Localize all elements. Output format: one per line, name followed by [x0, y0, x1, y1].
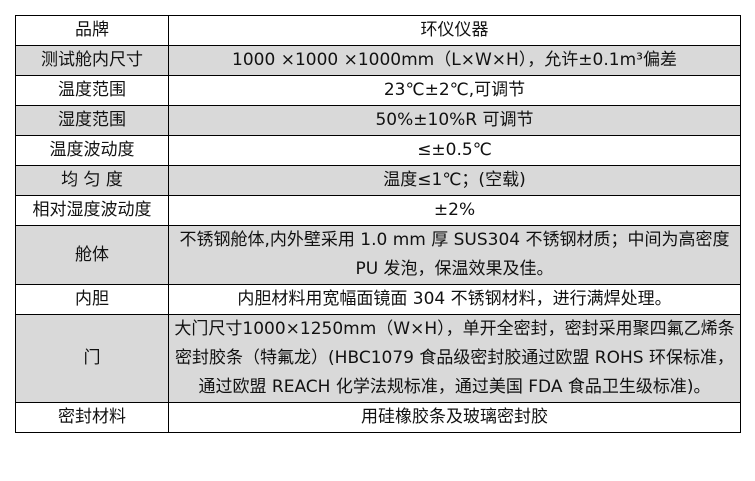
table-row: 温度波动度 ≤±0.5℃ [15, 135, 741, 166]
row-label: 门 [15, 314, 169, 403]
table-row: 均 匀 度温度≤1℃；(空载) [15, 165, 741, 196]
row-label: 温度波动度 [15, 135, 169, 166]
row-value: 环仪仪器 [168, 15, 741, 46]
row-label: 内胆 [15, 284, 169, 315]
table-row: 内胆 内胆材料用宽幅面镜面 304 不锈钢材料，进行满焊处理。 [15, 284, 741, 315]
row-label: 舱体 [15, 225, 169, 285]
table-row: 品牌 环仪仪器 [15, 15, 741, 46]
row-label: 湿度范围 [15, 105, 169, 136]
row-value: 1000 ×1000 ×1000mm（L×W×H），允许±0.1m³偏差 [168, 45, 741, 76]
row-label: 均 匀 度 [15, 165, 169, 196]
table-row: 湿度范围 50%±10%R 可调节 [15, 105, 741, 136]
row-value: 不锈钢舱体,内外壁采用 1.0 mm 厚 SUS304 不锈钢材质；中间为高密度… [168, 225, 741, 285]
row-value: ≤±0.5℃ [168, 135, 741, 166]
row-label: 相对湿度波动度 [15, 195, 169, 226]
table-row: 温度范围 23℃±2℃,可调节 [15, 75, 741, 106]
row-label: 温度范围 [15, 75, 169, 106]
row-label: 品牌 [15, 15, 169, 46]
spec-table: 品牌 环仪仪器 测试舱内尺寸 1000 ×1000 ×1000mm（L×W×H），允许… [15, 15, 741, 433]
table-row: 舱体 不锈钢舱体,内外壁采用 1.0 mm 厚 SUS304 不锈钢材质；中间为高… [15, 225, 741, 285]
row-value: 大门尺寸1000×1250mm（W×H），单开全密封，密封采用聚四氟乙烯条密封胶… [168, 314, 741, 403]
row-label: 密封材料 [15, 402, 169, 433]
row-value: 23℃±2℃,可调节 [168, 75, 741, 106]
table-row: 测试舱内尺寸 1000 ×1000 ×1000mm（L×W×H），允许±0.1m³… [15, 45, 741, 76]
row-value: 内胆材料用宽幅面镜面 304 不锈钢材料，进行满焊处理。 [168, 284, 741, 315]
table-row: 密封材料 用硅橡胶条及玻璃密封胶 [15, 402, 741, 433]
table-row: 相对湿度波动度 ±2% [15, 195, 741, 226]
table-row: 门大门尺寸1000×1250mm（W×H），单开全密封，密封采用聚四氟乙烯条密封… [15, 314, 741, 403]
row-value: 50%±10%R 可调节 [168, 105, 741, 136]
row-label: 测试舱内尺寸 [15, 45, 169, 76]
row-value: 用硅橡胶条及玻璃密封胶 [168, 402, 741, 433]
row-value: ±2% [168, 195, 741, 226]
row-value: 温度≤1℃；(空载) [168, 165, 741, 196]
